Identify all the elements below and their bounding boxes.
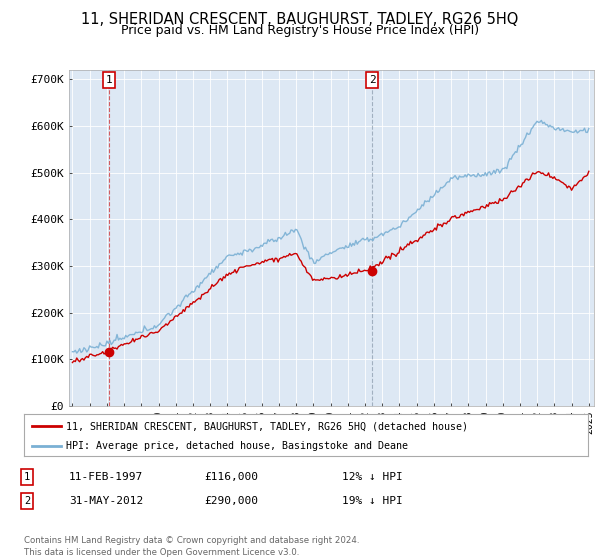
Text: Price paid vs. HM Land Registry's House Price Index (HPI): Price paid vs. HM Land Registry's House … — [121, 24, 479, 36]
Text: 31-MAY-2012: 31-MAY-2012 — [69, 496, 143, 506]
Text: 11-FEB-1997: 11-FEB-1997 — [69, 472, 143, 482]
Text: Contains HM Land Registry data © Crown copyright and database right 2024.
This d: Contains HM Land Registry data © Crown c… — [24, 536, 359, 557]
Text: 11, SHERIDAN CRESCENT, BAUGHURST, TADLEY, RG26 5HQ (detached house): 11, SHERIDAN CRESCENT, BAUGHURST, TADLEY… — [66, 421, 469, 431]
Text: £116,000: £116,000 — [204, 472, 258, 482]
Text: 12% ↓ HPI: 12% ↓ HPI — [342, 472, 403, 482]
Text: 1: 1 — [106, 75, 112, 85]
Text: 2: 2 — [369, 75, 376, 85]
Text: 2: 2 — [24, 496, 30, 506]
Text: 1: 1 — [24, 472, 30, 482]
Text: £290,000: £290,000 — [204, 496, 258, 506]
Text: 11, SHERIDAN CRESCENT, BAUGHURST, TADLEY, RG26 5HQ: 11, SHERIDAN CRESCENT, BAUGHURST, TADLEY… — [82, 12, 518, 27]
Text: 19% ↓ HPI: 19% ↓ HPI — [342, 496, 403, 506]
Text: HPI: Average price, detached house, Basingstoke and Deane: HPI: Average price, detached house, Basi… — [66, 441, 409, 451]
